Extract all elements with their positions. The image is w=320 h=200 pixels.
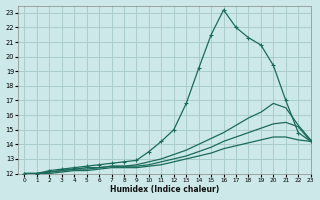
X-axis label: Humidex (Indice chaleur): Humidex (Indice chaleur) <box>110 185 219 194</box>
